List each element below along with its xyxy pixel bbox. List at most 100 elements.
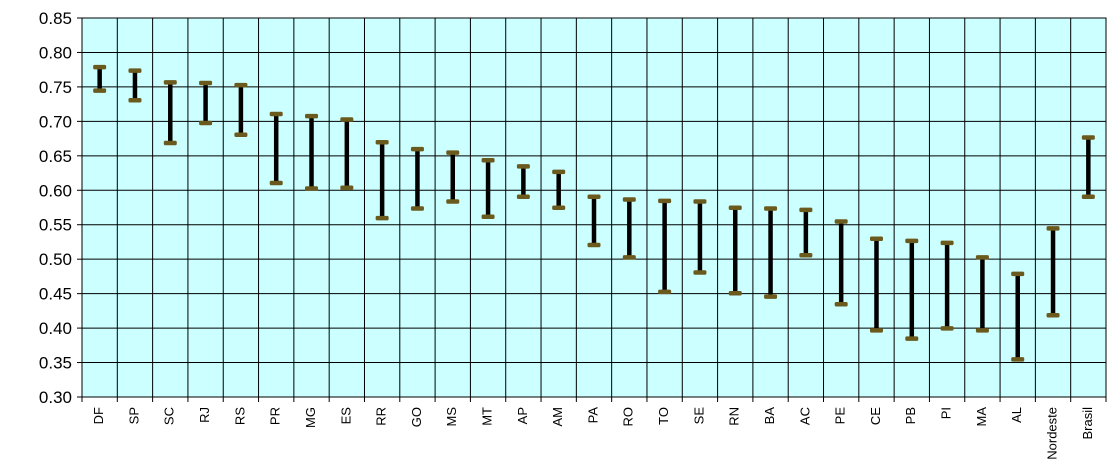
- range-bar-high-cap: [799, 207, 813, 213]
- range-bar-low-cap: [799, 253, 813, 258]
- range-bar-high-cap: [658, 198, 672, 204]
- range-bar-high-cap: [410, 146, 424, 152]
- x-tick-label: RJ: [197, 407, 212, 423]
- range-bar-low-cap: [516, 194, 530, 199]
- x-tick-label: DF: [91, 407, 106, 424]
- x-tick-label: MT: [480, 407, 495, 426]
- range-bar-high-cap: [728, 205, 742, 210]
- range-bar-low-cap: [1081, 194, 1095, 199]
- range-bar-CE: [869, 236, 883, 333]
- y-tick-label: 0.35: [39, 354, 72, 373]
- x-tick-label: Brasil: [1080, 407, 1095, 440]
- x-tick-label: BA: [762, 407, 777, 425]
- x-tick-label: GO: [409, 407, 424, 427]
- range-bar-low-cap: [552, 205, 566, 210]
- range-bar-low-cap: [410, 206, 424, 211]
- y-tick-label: 0.70: [39, 112, 72, 131]
- range-bar-high-cap: [869, 236, 883, 242]
- range-bar-AM: [552, 169, 566, 210]
- x-tick-label: MA: [974, 407, 989, 427]
- range-bar-MT: [481, 157, 495, 219]
- plot-border: [81, 17, 1107, 398]
- range-bar-RO: [622, 197, 636, 260]
- y-tick-label: 0.50: [39, 250, 72, 269]
- y-tick-label: 0.55: [39, 216, 72, 235]
- range-bar-low-cap: [728, 290, 742, 296]
- range-bar-high-cap: [481, 157, 495, 163]
- range-bar-low-cap: [93, 88, 107, 93]
- range-bar-low-cap: [269, 180, 283, 186]
- x-tick-label: ES: [338, 407, 353, 425]
- range-bar-low-cap: [587, 242, 601, 248]
- range-bar-ES: [340, 117, 354, 191]
- x-tick-label: AP: [515, 407, 530, 424]
- range-bar-RN: [728, 205, 742, 296]
- x-tick-label: SP: [126, 407, 141, 424]
- range-bar-low-cap: [305, 186, 319, 191]
- range-bar-GO: [410, 146, 424, 211]
- range-bar-low-cap: [1011, 357, 1025, 362]
- range-bar-high-cap: [1011, 271, 1025, 277]
- range-bar-low-cap: [693, 270, 707, 275]
- x-tick-label: SC: [162, 407, 177, 425]
- range-bar-low-cap: [481, 214, 495, 219]
- y-tick-label: 0.45: [39, 285, 72, 304]
- range-bar-high-cap: [446, 150, 460, 155]
- range-bar-low-cap: [1046, 312, 1060, 318]
- range-bar-low-cap: [869, 328, 883, 333]
- x-tick-label: PA: [585, 407, 600, 424]
- range-bar-TO: [658, 198, 672, 295]
- range-bar-RR: [375, 140, 389, 221]
- x-tick-label: RN: [727, 407, 742, 426]
- range-bar-high-cap: [128, 68, 142, 73]
- y-tick-label: 0.30: [39, 388, 72, 407]
- x-tick-label: PB: [903, 407, 918, 424]
- range-bar-low-cap: [375, 215, 389, 221]
- y-tick-label: 0.75: [39, 78, 72, 97]
- x-tick-label: CE: [868, 407, 883, 425]
- range-bar-low-cap: [622, 255, 636, 260]
- range-bar-PI: [940, 240, 954, 331]
- range-bar-low-cap: [905, 336, 919, 341]
- range-bar-high-cap: [1046, 226, 1060, 231]
- x-tick-label: RO: [621, 407, 636, 427]
- x-tick-label: MG: [303, 407, 318, 428]
- range-bar-MA: [975, 255, 989, 333]
- range-bar-SP: [128, 68, 142, 103]
- range-bar-low-cap: [163, 140, 177, 146]
- range-bar-low-cap: [940, 326, 954, 331]
- range-bar-high-cap: [234, 82, 248, 88]
- range-bar-Brasil: [1081, 135, 1095, 199]
- range-bar-high-cap: [269, 111, 283, 117]
- range-bar-MG: [305, 113, 319, 191]
- range-bar-low-cap: [975, 328, 989, 333]
- range-bar-PB: [905, 238, 919, 341]
- x-tick-label: TO: [656, 407, 671, 425]
- range-bar-high-cap: [834, 219, 848, 224]
- x-tick-label: AL: [1009, 407, 1024, 423]
- range-bar-high-cap: [199, 80, 213, 86]
- x-tick-label: PI: [939, 407, 954, 419]
- y-tick-label: 0.40: [39, 319, 72, 338]
- x-tick-label: Nordeste: [1044, 407, 1059, 460]
- range-bar-low-cap: [834, 301, 848, 307]
- range-bar-high-cap: [975, 255, 989, 260]
- range-bar-MS: [446, 150, 460, 204]
- range-bar-low-cap: [234, 132, 248, 137]
- range-bar-high-cap: [93, 64, 107, 70]
- range-bar-high-cap: [305, 113, 319, 119]
- range-bar-Nordeste: [1046, 226, 1060, 318]
- range-bar-high-cap: [340, 117, 354, 122]
- range-bar-high-cap: [622, 197, 636, 202]
- range-bar-high-cap: [163, 80, 177, 85]
- range-bar-low-cap: [658, 289, 672, 295]
- range-bar-SE: [693, 199, 707, 275]
- x-tick-label: PE: [833, 407, 848, 425]
- range-bar-low-cap: [764, 294, 778, 299]
- range-bar-low-cap: [446, 199, 460, 204]
- x-tick-label: SE: [691, 407, 706, 425]
- range-bar-high-cap: [764, 206, 778, 211]
- range-bar-PA: [587, 194, 601, 248]
